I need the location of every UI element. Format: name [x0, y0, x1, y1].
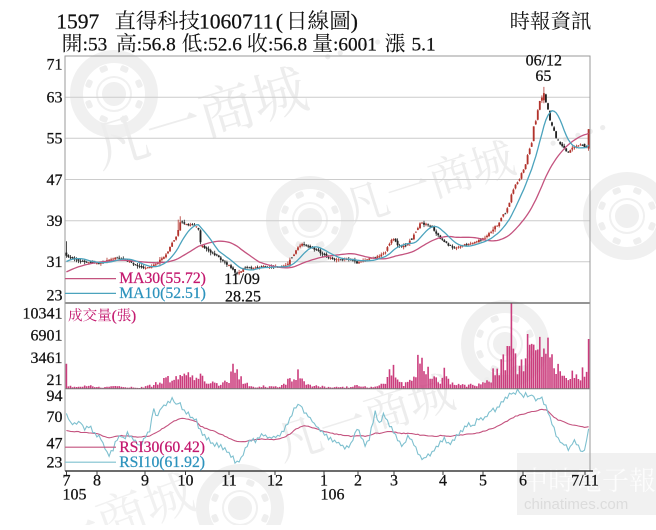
svg-text:12: 12 [267, 473, 283, 490]
svg-text:28.25: 28.25 [225, 288, 261, 305]
svg-text::6001: :6001 [333, 35, 377, 56]
svg-text::53: :53 [83, 35, 108, 56]
svg-text:MA10(52.51): MA10(52.51) [119, 285, 206, 302]
svg-text:5.1: 5.1 [412, 35, 436, 56]
svg-text:3: 3 [390, 473, 398, 490]
svg-text:21: 21 [47, 372, 63, 389]
svg-text::52.6: :52.6 [203, 35, 242, 56]
svg-text:(: ( [112, 308, 117, 324]
svg-text:4: 4 [439, 473, 447, 490]
svg-text:31: 31 [47, 254, 63, 271]
svg-text:): ) [131, 308, 136, 324]
svg-text:1060711: 1060711 [199, 9, 273, 33]
svg-text:65: 65 [535, 68, 551, 85]
svg-text::56.8: :56.8 [137, 35, 176, 56]
svg-text:5: 5 [479, 473, 487, 490]
svg-text:39: 39 [47, 213, 63, 230]
svg-text:9: 9 [141, 473, 149, 490]
svg-text:RSI10(61.92): RSI10(61.92) [119, 454, 205, 471]
svg-text:MA30(55.72): MA30(55.72) [119, 270, 206, 287]
svg-text:1597: 1597 [56, 9, 99, 33]
svg-text:3461: 3461 [31, 350, 63, 367]
svg-text:2: 2 [354, 473, 362, 490]
svg-text:1: 1 [320, 473, 328, 490]
svg-text:8: 8 [93, 473, 101, 490]
svg-text:23: 23 [47, 287, 63, 304]
svg-text:6901: 6901 [31, 328, 63, 345]
svg-text:11/09: 11/09 [224, 271, 260, 288]
svg-text:105: 105 [63, 487, 87, 504]
svg-text:94: 94 [47, 388, 63, 405]
svg-text:70: 70 [47, 409, 63, 426]
svg-text:(: ( [276, 9, 283, 33]
svg-text:23: 23 [47, 455, 63, 472]
svg-text:11: 11 [221, 473, 236, 490]
svg-text:7/11: 7/11 [571, 473, 599, 490]
svg-text:63: 63 [47, 90, 63, 107]
svg-text:RSI30(60.42): RSI30(60.42) [119, 439, 205, 456]
svg-text:chinatimes.com: chinatimes.com [524, 496, 628, 513]
svg-text:71: 71 [47, 56, 63, 73]
svg-text:47: 47 [47, 172, 63, 189]
svg-text::56.8: :56.8 [268, 35, 307, 56]
svg-text:10: 10 [178, 473, 194, 490]
svg-text:55: 55 [47, 131, 63, 148]
svg-text:6: 6 [519, 473, 527, 490]
svg-text:47: 47 [47, 436, 63, 453]
svg-text:06/12: 06/12 [526, 53, 562, 70]
svg-text:106: 106 [321, 487, 345, 504]
svg-text:7: 7 [63, 473, 71, 490]
svg-text:): ) [351, 9, 358, 33]
svg-text:10341: 10341 [23, 306, 63, 323]
